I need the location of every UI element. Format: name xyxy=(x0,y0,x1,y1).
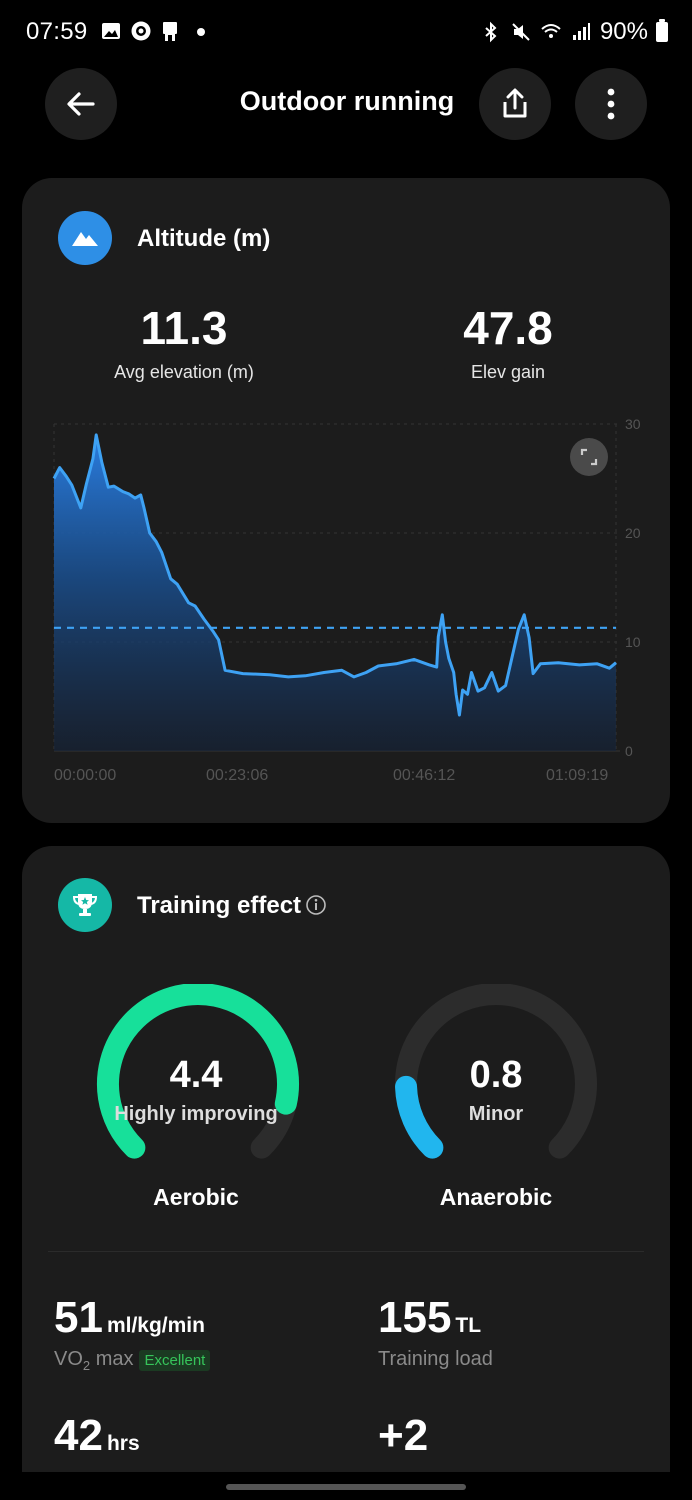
back-arrow-icon xyxy=(67,92,95,116)
y-tick-label: 20 xyxy=(625,525,641,541)
elev-gain-stat: 47.8 Elev gain xyxy=(418,302,598,383)
record-icon xyxy=(131,21,151,41)
vo2-max-metric[interactable]: 51 ml/kg/min VO2 max Excellent xyxy=(54,1293,211,1373)
training-effect-title: Training effect xyxy=(137,892,302,919)
trophy-icon xyxy=(58,878,112,932)
share-icon xyxy=(503,88,527,118)
altitude-area xyxy=(54,434,616,751)
y-tick-label: 30 xyxy=(625,416,641,432)
divider xyxy=(48,1251,644,1252)
x-tick-label: 00:23:06 xyxy=(206,767,269,784)
vo2-label-main: VO xyxy=(54,1348,83,1370)
elev-gain-label: Elev gain xyxy=(470,362,546,382)
page-title: Outdoor running xyxy=(239,86,455,116)
recovery-value: 42 xyxy=(54,1411,103,1460)
training-load-value: 155 xyxy=(378,1293,452,1342)
training-load-unit: TL xyxy=(455,1314,482,1337)
vo2-value: 51 xyxy=(54,1293,103,1342)
vo2-label-tail: max xyxy=(90,1348,134,1370)
phone-icon xyxy=(163,22,177,41)
info-icon[interactable] xyxy=(305,894,327,916)
vo2-label-sub: 2 xyxy=(82,1358,91,1373)
x-tick-label: 00:00:00 xyxy=(54,767,117,784)
status-time: 07:59 xyxy=(26,18,88,45)
anaerobic-value: 0.8 xyxy=(469,1054,523,1096)
wifi-icon xyxy=(541,24,561,38)
avg-elevation-label: Avg elevation (m) xyxy=(114,362,254,382)
vo2-label: VO2 max Excellent xyxy=(54,1348,211,1373)
x-tick-label: 00:46:12 xyxy=(393,767,456,784)
mountain-icon xyxy=(58,211,112,265)
status-bar: 07:59 90% xyxy=(0,0,692,64)
altitude-card[interactable]: Altitude (m) 11.3 Avg elevation (m) 47.8… xyxy=(22,178,670,823)
more-options-button[interactable] xyxy=(575,68,647,140)
altitude-title: Altitude (m) xyxy=(137,225,271,252)
anaerobic-gauge-fill xyxy=(395,1075,444,1159)
signal-icon xyxy=(572,23,590,40)
home-indicator[interactable] xyxy=(226,1484,466,1490)
dot-icon xyxy=(197,28,205,36)
status-left-icons xyxy=(100,20,212,42)
y-tick-label: 0 xyxy=(625,743,633,759)
aerobic-label: Aerobic xyxy=(153,1184,239,1210)
expand-chart-button[interactable] xyxy=(570,438,608,476)
bluetooth-icon xyxy=(485,21,497,43)
training-load-label: Training load xyxy=(378,1348,493,1370)
aerobic-gauge xyxy=(97,984,299,1159)
training-effect-card: Training effect 4.4 Highly improving Aer… xyxy=(22,846,670,1500)
altitude-chart xyxy=(52,423,620,752)
aerobic-gauge-fill xyxy=(97,984,299,1159)
share-button[interactable] xyxy=(479,68,551,140)
more-vertical-icon xyxy=(607,88,615,120)
anaerobic-gauge xyxy=(395,984,597,1159)
vo2-rating-badge: Excellent xyxy=(139,1350,211,1371)
training-load-metric[interactable]: 155 TL Training load xyxy=(378,1294,493,1371)
recovery-unit: hrs xyxy=(106,1432,140,1455)
x-tick-label: 01:09:19 xyxy=(546,767,609,784)
battery-percent: 90% xyxy=(599,18,648,45)
vitality-metric[interactable]: +2 xyxy=(378,1412,428,1460)
status-right: 90% xyxy=(480,18,668,46)
anaerobic-status: Minor xyxy=(468,1103,524,1125)
avg-elevation-stat: 11.3 Avg elevation (m) xyxy=(94,302,274,383)
altitude-line xyxy=(52,433,617,717)
aerobic-value: 4.4 xyxy=(169,1054,223,1096)
top-app-bar: Outdoor running xyxy=(0,64,692,148)
gallery-icon xyxy=(102,23,120,39)
back-button[interactable] xyxy=(45,68,117,140)
recovery-metric[interactable]: 42 hrs xyxy=(54,1412,140,1460)
elev-gain-value: 47.8 xyxy=(463,302,553,354)
vo2-unit: ml/kg/min xyxy=(106,1314,205,1337)
aerobic-status: Highly improving xyxy=(114,1103,278,1125)
expand-icon xyxy=(580,448,598,466)
battery-icon xyxy=(656,19,668,42)
mute-icon xyxy=(512,23,530,41)
y-tick-label: 10 xyxy=(625,634,641,650)
avg-elevation-value: 11.3 xyxy=(140,302,228,354)
vitality-value: +2 xyxy=(378,1411,429,1460)
anaerobic-label: Anaerobic xyxy=(439,1184,553,1210)
